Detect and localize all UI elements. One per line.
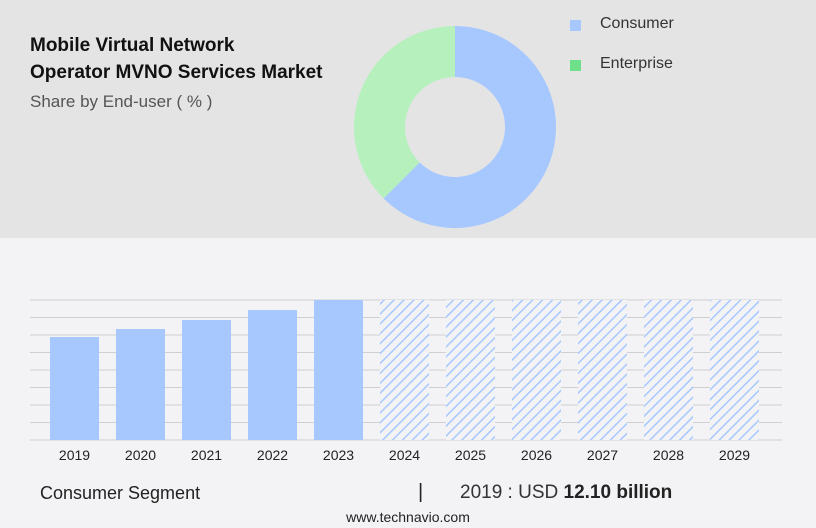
- x-tick-label: 2025: [455, 447, 486, 463]
- bar-2023: [314, 300, 363, 440]
- chart-title: Mobile Virtual Network Operator MVNO Serv…: [30, 32, 323, 86]
- donut-slice-consumer: [383, 26, 556, 228]
- bar-2028: [644, 300, 693, 440]
- bar-series: [50, 300, 759, 440]
- segment-value: 2019 : USD 12.10 billion: [460, 482, 672, 504]
- x-tick-label: 2019: [59, 447, 90, 463]
- bar-2025: [446, 300, 495, 440]
- bar-2019: [50, 337, 99, 440]
- x-tick-label: 2021: [191, 447, 222, 463]
- bar-2022: [248, 310, 297, 440]
- donut-chart: [353, 26, 556, 228]
- legend-swatch: [570, 60, 581, 71]
- x-tick-label: 2029: [719, 447, 750, 463]
- legend-item-enterprise: Enterprise: [570, 55, 673, 73]
- x-tick-label: 2026: [521, 447, 552, 463]
- x-tick-label: 2028: [653, 447, 684, 463]
- separator: |: [418, 481, 424, 503]
- legend-label: Enterprise: [600, 55, 673, 72]
- chart-subtitle: Share by End-user ( % ): [30, 92, 213, 111]
- legend-item-consumer: Consumer: [570, 15, 674, 33]
- year-label: 2019 : USD: [460, 482, 559, 503]
- segment-label: Consumer Segment: [40, 483, 201, 503]
- x-tick-label: 2027: [587, 447, 618, 463]
- x-tick-label: 2022: [257, 447, 288, 463]
- site-url: www.technavio.com: [346, 509, 470, 525]
- bar-2021: [182, 320, 231, 440]
- title-line-1: Mobile Virtual Network: [30, 35, 235, 56]
- legend-swatch: [570, 20, 581, 31]
- bar-2020: [116, 329, 165, 440]
- title-line-2: Operator MVNO Services Market: [30, 62, 323, 83]
- bar-2027: [578, 300, 627, 440]
- x-tick-label: 2020: [125, 447, 156, 463]
- bar-2024: [380, 300, 429, 440]
- donut-slice-enterprise: [353, 26, 455, 199]
- value-text: 12.10 billion: [563, 482, 673, 503]
- bar-2026: [512, 300, 561, 440]
- legend-label: Consumer: [600, 15, 674, 32]
- x-axis-labels: 2019 2020 2021 2022 2023 2024 2025 2026 2027 2028…: [59, 447, 750, 463]
- bar-2029: [710, 300, 759, 440]
- x-tick-label: 2023: [323, 447, 354, 463]
- x-tick-label: 2024: [389, 447, 420, 463]
